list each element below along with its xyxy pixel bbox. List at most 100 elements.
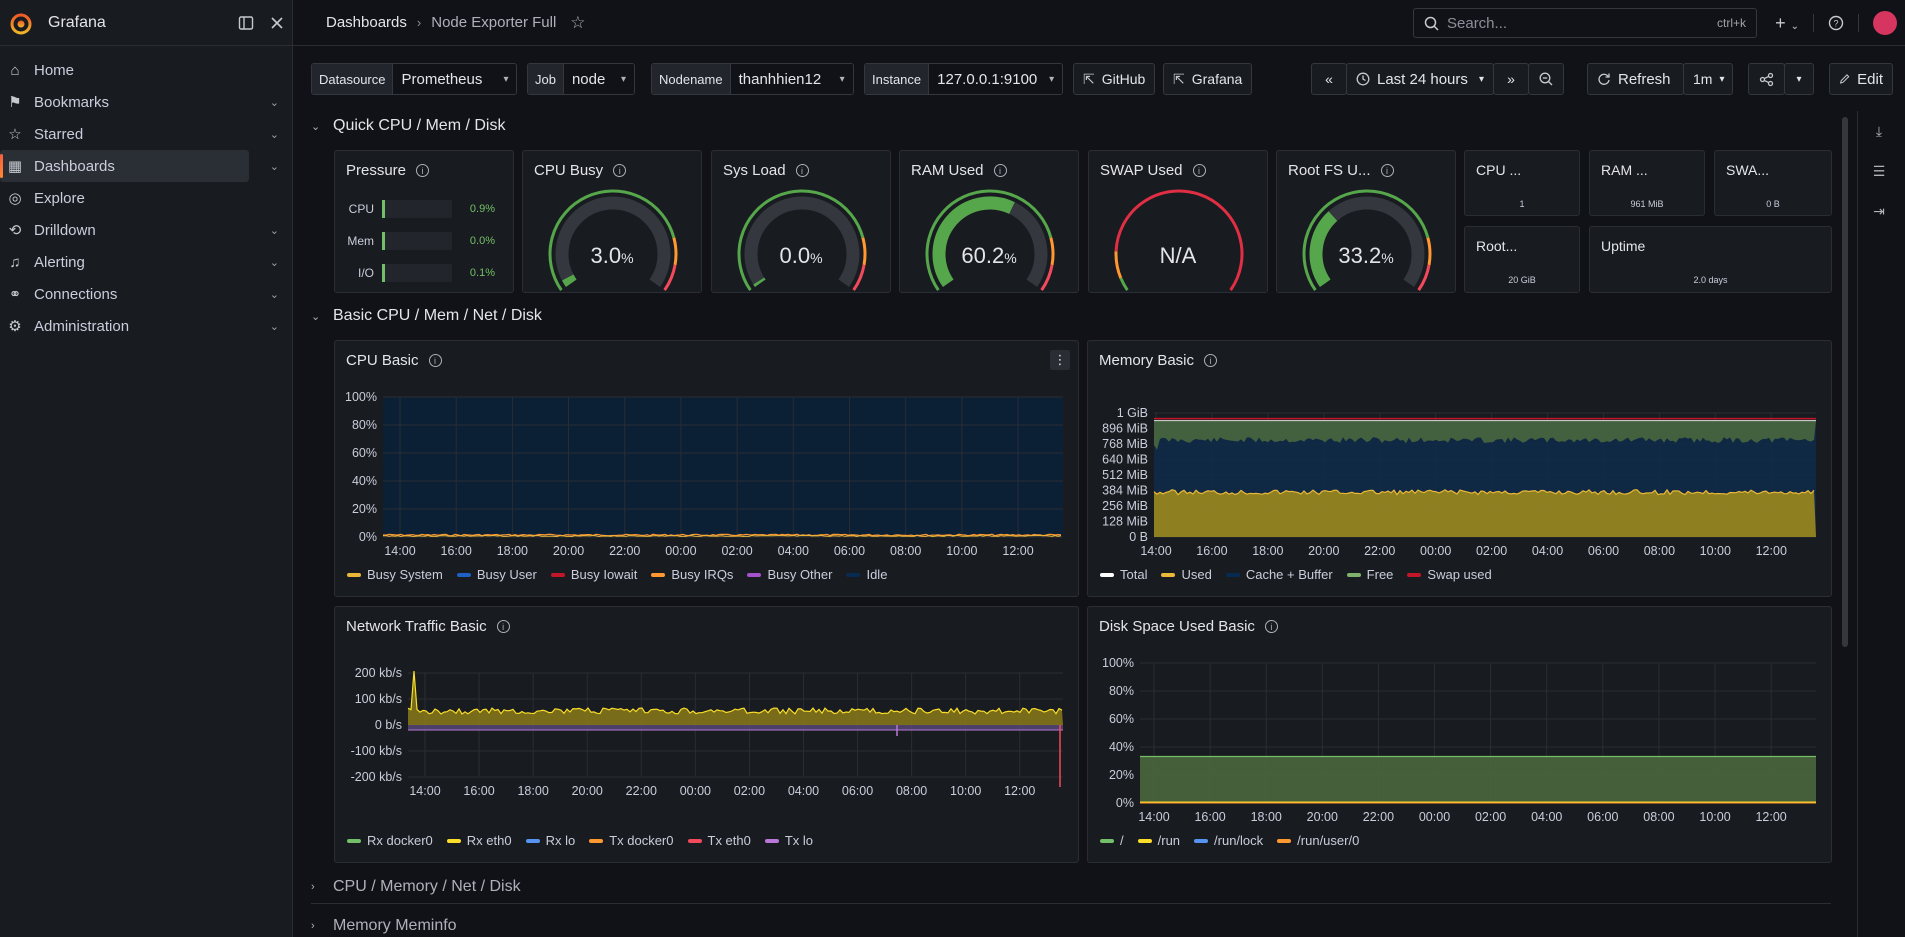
panel-disk-space-used-basic[interactable]: Disk Space Used Basic i 100% 80% 60% 40% 20% 0… <box>1087 606 1832 863</box>
share-button[interactable] <box>1748 63 1785 95</box>
variable-select-nodename[interactable]: thanhhien12 ▾ <box>730 64 853 94</box>
panel-stat-rootfs-total[interactable]: Root... 20 GiB <box>1464 226 1580 293</box>
time-picker-button[interactable]: Last 24 hours ▾ <box>1346 63 1494 95</box>
edit-button[interactable]: Edit <box>1829 63 1893 95</box>
search-input[interactable]: Search... ctrl+k <box>1413 8 1757 38</box>
outline-icon[interactable]: ☰ <box>1872 162 1886 179</box>
github-link-button[interactable]: ⇱ GitHub <box>1073 63 1156 95</box>
variable-select-instance[interactable]: 127.0.0.1:9100 ▾ <box>929 64 1063 94</box>
time-shift-back-button[interactable]: « <box>1311 63 1347 95</box>
panel-network-traffic-basic[interactable]: Network Traffic Basic i 200 kb/s 100 kb/s 0… <box>334 606 1079 863</box>
grafana-logo-icon[interactable] <box>8 10 34 36</box>
panel-pressure[interactable]: Pressure i CPU 0.9% Mem 0.0% I/O 0.1% <box>334 150 514 293</box>
refresh-button[interactable]: Refresh <box>1587 63 1684 95</box>
sidebar-item-starred[interactable]: ☆ Starred ⌄ <box>0 118 279 150</box>
row-memory-meminfo[interactable]: › Memory Meminfo <box>311 917 457 935</box>
add-new-icon[interactable]: + ⌄ <box>1775 12 1799 33</box>
chevron-down-icon[interactable]: ⌄ <box>269 288 279 301</box>
info-icon[interactable]: i <box>428 354 442 367</box>
variable-select-datasource[interactable]: Prometheus ▾ <box>393 64 517 94</box>
row-cpu-memory-net-disk[interactable]: › CPU / Memory / Net / Disk <box>311 878 521 896</box>
sidebar-item-administration[interactable]: ⚙ Administration ⌄ <box>0 310 279 342</box>
panel-menu-icon[interactable]: ⋮ <box>1050 350 1070 370</box>
legend-item[interactable]: Busy User <box>456 567 537 582</box>
legend-item[interactable]: Cache + Buffer <box>1225 567 1333 582</box>
sidebar-item-home[interactable]: ⌂ Home <box>0 54 249 86</box>
chevron-down-icon[interactable]: ⌄ <box>269 224 279 237</box>
variable-instance[interactable]: Instance 127.0.0.1:9100 ▾ <box>864 63 1064 95</box>
chevron-down-icon[interactable]: ⌄ <box>269 320 279 333</box>
legend-item[interactable]: Busy Iowait <box>550 567 637 582</box>
legend-item[interactable]: Swap used <box>1407 567 1492 582</box>
legend-item[interactable]: Tx lo <box>764 833 813 848</box>
sidebar-item-drilldown[interactable]: ⟲ Drilldown ⌄ <box>0 214 279 246</box>
sidebar-item-dashboards[interactable]: ▦ Dashboards ⌄ <box>0 150 279 182</box>
legend-item[interactable]: Total <box>1100 567 1147 582</box>
download-icon[interactable]: ⤓ <box>1875 122 1883 139</box>
close-menu-icon[interactable] <box>270 16 284 30</box>
variable-nodename[interactable]: Nodename thanhhien12 ▾ <box>651 63 854 95</box>
share-options-button[interactable]: ▾ <box>1784 63 1814 95</box>
legend-item[interactable]: /run/user/0 <box>1277 833 1359 848</box>
info-icon[interactable]: i <box>1192 164 1206 177</box>
legend-item[interactable]: /run <box>1137 833 1180 848</box>
panel-gauge-root-fs-u[interactable]: Root FS U... i 33.2% <box>1276 150 1456 293</box>
sidebar-item-connections[interactable]: ⚭ Connections ⌄ <box>0 278 279 310</box>
legend-item[interactable]: Rx eth0 <box>446 833 512 848</box>
panel-stat-swap-total[interactable]: SWA... 0 B <box>1714 150 1832 216</box>
info-icon[interactable]: i <box>1380 164 1394 177</box>
sidebar-item-explore[interactable]: ◎ Explore <box>0 182 249 214</box>
legend-item[interactable]: / <box>1100 833 1124 848</box>
help-icon[interactable]: ? <box>1828 15 1844 31</box>
panel-gauge-cpu-busy[interactable]: CPU Busy i 3.0% <box>522 150 702 293</box>
row-quick-cpu-mem-disk[interactable]: ⌄ Quick CPU / Mem / Disk <box>311 117 505 135</box>
panel-gauge-ram-used[interactable]: RAM Used i 60.2% <box>899 150 1079 293</box>
panel-stat-cpu-cores[interactable]: CPU ... 1 <box>1464 150 1580 216</box>
panel-stat-ram-total[interactable]: RAM ... 961 MiB <box>1589 150 1705 216</box>
dock-menu-icon[interactable] <box>238 15 254 31</box>
info-icon[interactable]: i <box>993 164 1007 177</box>
zoom-out-button[interactable] <box>1528 63 1564 95</box>
info-icon[interactable]: i <box>613 164 627 177</box>
chevron-down-icon[interactable]: ⌄ <box>269 160 279 173</box>
info-icon[interactable]: i <box>1204 354 1218 367</box>
variable-datasource[interactable]: Datasource Prometheus ▾ <box>311 63 518 95</box>
legend-item[interactable]: Rx docker0 <box>347 833 433 848</box>
dock-right-icon[interactable]: ⇥ <box>1873 202 1885 219</box>
row-basic-cpu-mem-net-disk[interactable]: ⌄ Basic CPU / Mem / Net / Disk <box>311 307 542 325</box>
legend-item[interactable]: Busy Other <box>747 567 832 582</box>
sidebar-item-alerting[interactable]: ♫ Alerting ⌄ <box>0 246 279 278</box>
info-icon[interactable]: i <box>416 164 430 177</box>
grafana-link-button[interactable]: ⇱ Grafana <box>1163 63 1253 95</box>
legend-item[interactable]: Free <box>1346 567 1393 582</box>
panel-stat-uptime[interactable]: Uptime 2.0 days <box>1589 226 1832 293</box>
chevron-down-icon[interactable]: ⌄ <box>269 256 279 269</box>
avatar[interactable] <box>1873 11 1897 35</box>
time-shift-forward-button[interactable]: » <box>1493 63 1529 95</box>
panel-cpu-basic[interactable]: CPU Basic i ⋮ 100% 80% 60% 40% 20% 0% 14:00 16:0… <box>334 340 1079 597</box>
panel-gauge-sys-load[interactable]: Sys Load i 0.0% <box>711 150 891 293</box>
legend-item[interactable]: Tx docker0 <box>589 833 674 848</box>
chevron-down-icon[interactable]: ⌄ <box>269 96 279 109</box>
legend-item[interactable]: Idle <box>846 567 887 582</box>
info-icon[interactable]: i <box>795 164 809 177</box>
variable-select-job[interactable]: node ▾ <box>563 64 634 94</box>
panel-memory-basic[interactable]: Memory Basic i 1 GiB 896 MiB 768 MiB 640 MiB… <box>1087 340 1832 597</box>
scrollbar[interactable] <box>1842 117 1848 647</box>
legend-item[interactable]: Used <box>1161 567 1212 582</box>
legend-item[interactable]: Rx lo <box>525 833 575 848</box>
panel-gauge-swap-used[interactable]: SWAP Used i N/A <box>1088 150 1268 293</box>
refresh-interval-select[interactable]: 1m ▾ <box>1683 63 1733 95</box>
legend-item[interactable]: Busy IRQs <box>651 567 733 582</box>
variable-job[interactable]: Job node ▾ <box>527 63 635 95</box>
legend-item[interactable]: Tx eth0 <box>687 833 751 848</box>
info-icon[interactable]: i <box>1264 620 1278 633</box>
star-icon[interactable]: ☆ <box>570 12 586 32</box>
info-icon[interactable]: i <box>496 620 510 633</box>
breadcrumb-dashboards[interactable]: Dashboards <box>326 14 407 31</box>
chevron-down-icon[interactable]: ⌄ <box>269 128 279 141</box>
legend-item[interactable]: Busy System <box>347 567 443 582</box>
sidebar-item-bookmarks[interactable]: ⚑ Bookmarks ⌄ <box>0 86 279 118</box>
y-tick-label: 768 MiB <box>1102 437 1148 451</box>
legend-item[interactable]: /run/lock <box>1194 833 1263 848</box>
